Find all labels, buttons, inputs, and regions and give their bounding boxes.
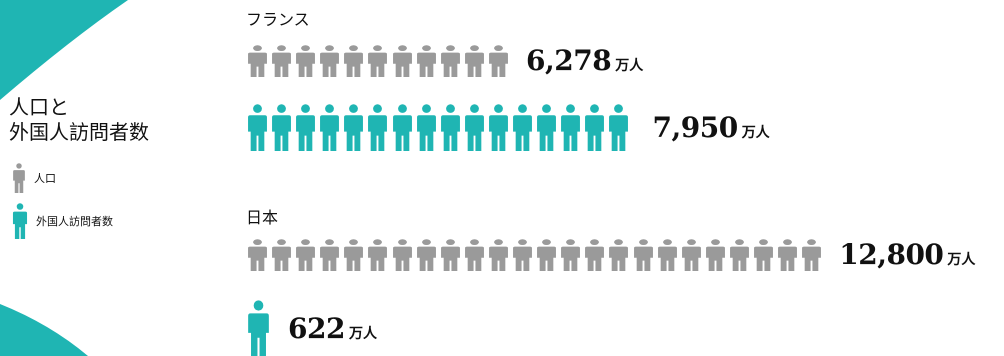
person-icon xyxy=(585,238,605,271)
pictogram-row-japan-population: 12,800 万人 xyxy=(247,238,975,271)
person-icon xyxy=(368,44,388,77)
person-icon xyxy=(802,238,822,271)
person-icon xyxy=(248,238,267,271)
person-icon xyxy=(537,238,557,271)
value-unit: 万人 xyxy=(348,325,377,342)
value-unit: 万人 xyxy=(615,58,644,74)
person-icon xyxy=(440,104,460,151)
person-icon xyxy=(754,238,773,271)
person-icon xyxy=(513,104,532,151)
chart-title-line-1: 人口と xyxy=(9,95,69,119)
person-icon xyxy=(368,104,388,151)
person-icon xyxy=(488,238,508,271)
person-icon xyxy=(272,238,292,271)
person-icon xyxy=(440,44,460,77)
person-icon xyxy=(368,238,388,271)
person-icon xyxy=(320,238,340,271)
value-number: 622 xyxy=(288,311,345,345)
person-icon xyxy=(344,104,364,151)
chart-title-line-2: 外国人訪問者数 xyxy=(9,120,149,144)
group-label-japan: 日本 xyxy=(246,208,279,227)
icon-set xyxy=(247,238,825,271)
person-icon xyxy=(344,44,364,77)
legend-label-population: 人口 xyxy=(34,172,56,185)
person-icon xyxy=(464,44,484,77)
person-icon xyxy=(537,104,557,151)
person-icon xyxy=(681,238,701,271)
value-number: 12,800 xyxy=(839,238,944,271)
person-icon xyxy=(585,104,605,151)
value-unit: 万人 xyxy=(741,125,770,141)
icon-set xyxy=(247,104,633,151)
person-icon xyxy=(513,238,532,271)
value-label: 7,950 万人 xyxy=(653,111,770,144)
person-icon xyxy=(272,44,292,77)
person-icon xyxy=(464,104,484,151)
person-icon xyxy=(561,238,581,271)
pictogram-row-france-visitors: 7,950 万人 xyxy=(247,104,770,151)
person-icon xyxy=(416,104,436,151)
person-icon xyxy=(296,238,316,271)
legend-item-visitors: 外国人訪問者数 xyxy=(12,203,113,239)
person-icon xyxy=(705,238,725,271)
person-icon xyxy=(248,300,269,356)
person-icon xyxy=(416,238,436,271)
value-number: 7,950 xyxy=(652,111,739,144)
person-icon xyxy=(488,44,508,77)
person-icon xyxy=(12,203,28,239)
person-icon xyxy=(609,104,629,151)
person-icon xyxy=(561,104,581,151)
person-icon xyxy=(729,238,749,271)
person-icon xyxy=(248,44,267,77)
decorative-corner-top xyxy=(0,0,128,100)
person-icon xyxy=(296,104,316,151)
value-unit: 万人 xyxy=(947,252,976,268)
person-icon xyxy=(13,163,25,193)
person-icon xyxy=(392,238,412,271)
legend-item-population: 人口 xyxy=(12,163,56,193)
person-icon xyxy=(392,44,412,77)
decorative-corner-bottom xyxy=(0,304,88,356)
group-label-france: フランス xyxy=(246,10,310,29)
person-icon xyxy=(320,44,340,77)
chart-title: 人口と 外国人訪問者数 xyxy=(9,95,149,145)
person-icon xyxy=(296,44,316,77)
value-label: 6,278 万人 xyxy=(526,44,643,77)
person-icon xyxy=(416,44,436,77)
value-label: 622 万人 xyxy=(288,312,377,345)
person-icon xyxy=(344,238,364,271)
pictogram-row-france-population: 6,278 万人 xyxy=(247,44,643,77)
icon-set xyxy=(247,44,512,77)
value-number: 6,278 xyxy=(526,44,612,77)
person-icon xyxy=(633,238,653,271)
person-icon xyxy=(657,238,677,271)
person-icon xyxy=(440,238,460,271)
person-icon xyxy=(248,104,267,151)
legend-label-visitors: 外国人訪問者数 xyxy=(36,215,113,228)
person-icon xyxy=(609,238,629,271)
icon-set xyxy=(247,300,270,356)
person-icon xyxy=(320,104,340,151)
value-label: 12,800 万人 xyxy=(839,238,975,271)
person-icon xyxy=(778,238,798,271)
pictogram-row-japan-visitors: 622 万人 xyxy=(247,300,377,356)
person-icon xyxy=(392,104,412,151)
person-icon xyxy=(488,104,508,151)
person-icon xyxy=(272,104,292,151)
person-icon xyxy=(464,238,484,271)
